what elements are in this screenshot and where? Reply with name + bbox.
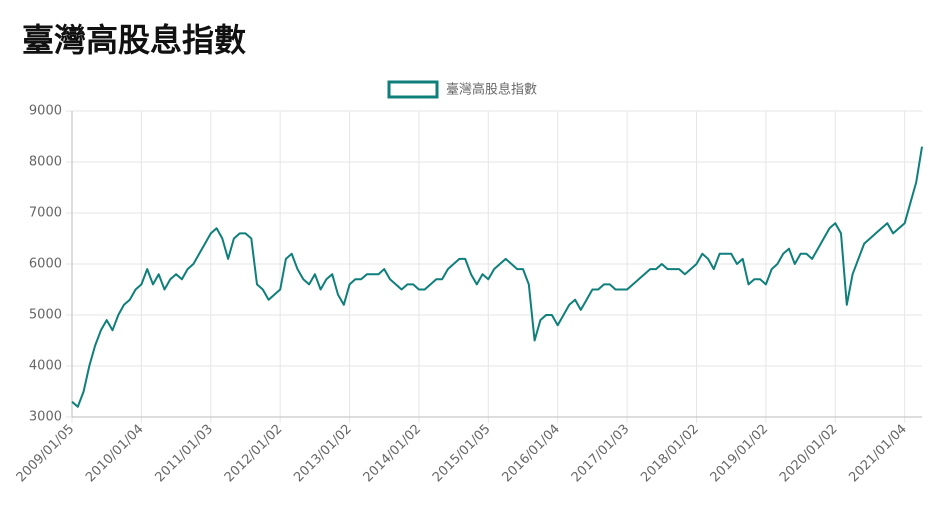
x-tick-label: 2013/01/02 (291, 422, 355, 486)
x-tick-label: 2020/01/02 (777, 422, 841, 486)
line-series (71, 146, 923, 408)
x-tick-label: 2010/01/04 (83, 422, 147, 486)
legend-label: 臺灣高股息指數 (446, 82, 537, 98)
x-tick-label: 2019/01/02 (708, 422, 772, 486)
chart-title: 臺灣高股息指數 (22, 21, 246, 59)
x-tick-label: 2015/01/05 (430, 422, 494, 486)
y-tick-label: 4000 (29, 359, 62, 374)
y-tick-label: 6000 (29, 257, 62, 272)
x-tick-label: 2018/01/02 (638, 422, 702, 486)
x-tick-label: 2016/01/04 (499, 422, 563, 486)
x-tick-label: 2017/01/03 (569, 422, 633, 486)
y-tick-label: 7000 (29, 206, 62, 221)
y-tick-label: 9000 (29, 104, 62, 119)
legend-swatch (387, 80, 439, 99)
x-tick-label: 2009/01/05 (14, 422, 78, 486)
y-tick-label: 3000 (29, 410, 62, 425)
y-tick-label: 8000 (29, 155, 62, 170)
x-tick-label: 2014/01/02 (361, 422, 425, 486)
x-tick-label: 2011/01/03 (152, 422, 216, 486)
x-tick-label: 2012/01/02 (222, 422, 286, 486)
x-tick-label: 2021/01/04 (846, 422, 910, 486)
y-tick-label: 5000 (29, 308, 62, 323)
